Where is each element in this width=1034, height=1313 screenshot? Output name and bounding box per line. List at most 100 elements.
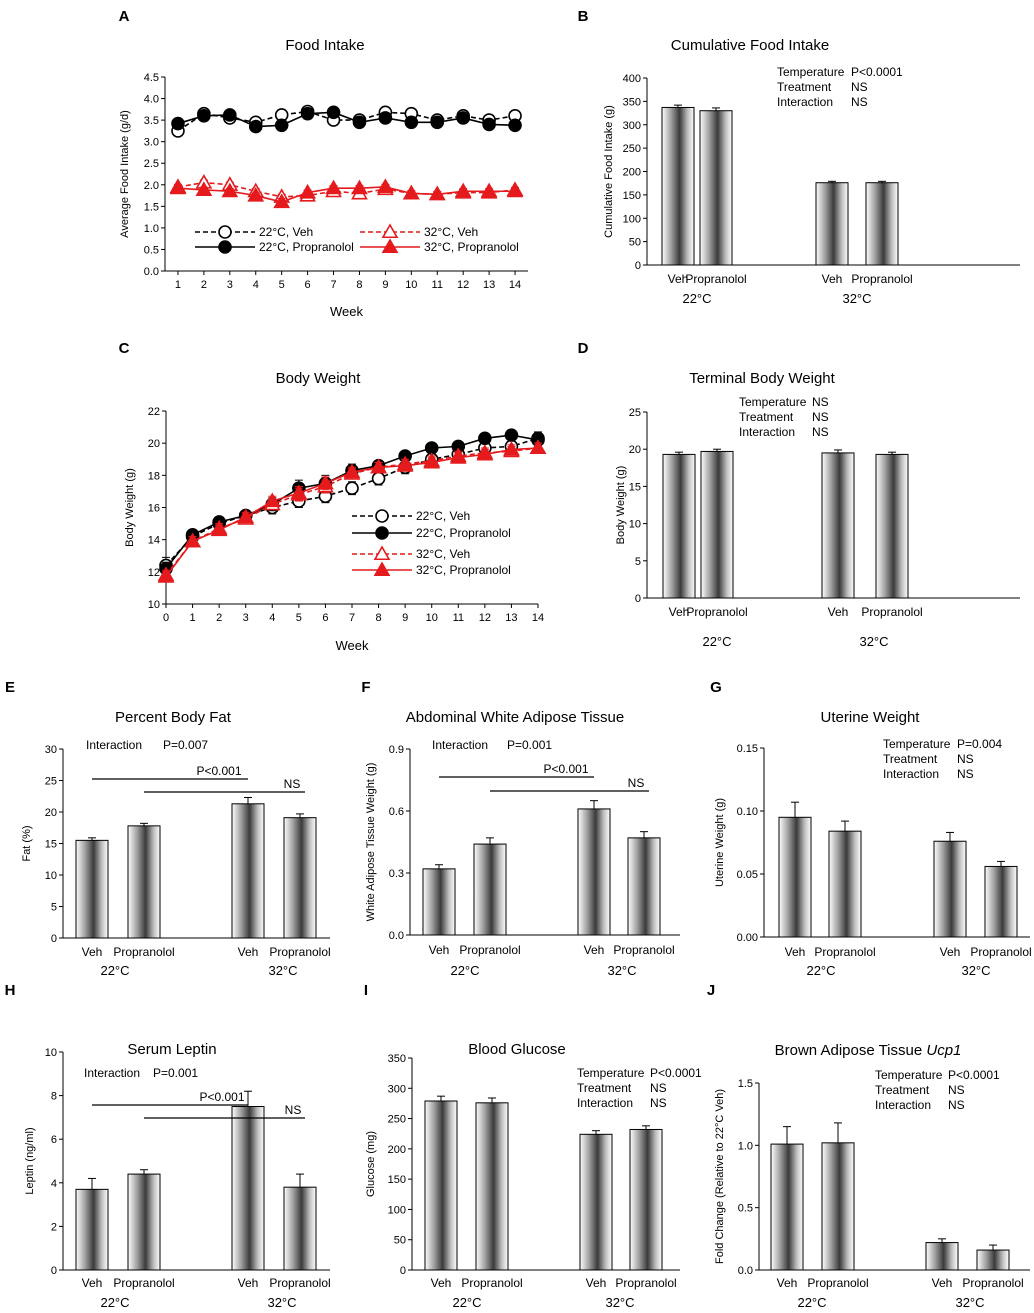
category-label: Propranolol	[269, 945, 330, 959]
x-tick-label: 5	[279, 279, 285, 291]
y-tick-label: 20	[45, 807, 57, 819]
legend-label: 22°C, Propranolol	[416, 526, 511, 540]
y-tick-label: 250	[623, 143, 641, 155]
data-point	[171, 116, 185, 131]
bar	[283, 1186, 317, 1271]
group-label: 22°C	[702, 634, 731, 649]
data-point	[290, 484, 308, 500]
bar	[770, 1143, 804, 1271]
x-tick-label: 1	[175, 279, 181, 291]
panel-title-text: Blood Glucose	[468, 1041, 566, 1058]
legend-marker	[373, 561, 391, 577]
x-tick-label: 11	[432, 279, 443, 291]
y-tick-label: 8	[51, 1091, 57, 1103]
stat-value: NS	[957, 752, 974, 766]
stat-value: P<0.0001	[851, 65, 903, 79]
data-point	[343, 463, 361, 479]
y-tick-label: 10	[629, 519, 641, 531]
category-label: Veh	[586, 1276, 607, 1290]
panel-title-text: Brown Adipose Tissue	[775, 1042, 923, 1059]
data-point	[184, 532, 201, 548]
data-point	[248, 119, 263, 134]
group-label: 22°C	[797, 1295, 826, 1310]
x-tick-label: 3	[243, 612, 249, 624]
bar	[75, 839, 109, 939]
data-point	[402, 184, 420, 200]
y-tick-label: 0	[51, 933, 57, 945]
legend: 22°C, Veh 32°C, Veh 22°C, Propranolol 32°C,…	[195, 223, 519, 254]
stat-value: NS	[948, 1083, 965, 1097]
y-tick-label: 200	[623, 167, 641, 179]
y-tick-label: 350	[388, 1053, 406, 1065]
panel-title: Cumulative Food Intake	[671, 37, 829, 54]
group-label: 32°C	[268, 963, 297, 978]
legend-label: 32°C, Propranolol	[424, 240, 519, 254]
y-tick-label: 50	[394, 1235, 406, 1247]
data-point	[370, 458, 387, 474]
category-label: Propranolol	[459, 943, 520, 957]
group-label: 32°C	[859, 634, 888, 649]
legend-label: 32°C, Veh	[416, 547, 470, 561]
stat-label: Interaction	[777, 95, 833, 109]
comparison-label: P<0.001	[196, 764, 241, 778]
stat-label: Interaction	[577, 1096, 633, 1110]
category-label: Propranolol	[113, 1276, 174, 1290]
stat-label: Temperature	[739, 395, 807, 409]
stat-label: Interaction	[883, 767, 939, 781]
y-tick-label: 10	[45, 870, 57, 882]
panel-letter: H	[5, 982, 16, 999]
y-tick-label: 250	[388, 1114, 406, 1126]
x-tick-label: 10	[426, 612, 438, 624]
y-tick-label: 2.5	[144, 158, 159, 170]
category-label: Veh	[82, 945, 103, 959]
category-label: Veh	[822, 272, 843, 286]
interaction-label: Interaction	[432, 738, 488, 752]
y-tick-label: 25	[629, 407, 641, 419]
x-tick-label: 2	[216, 612, 222, 624]
bar	[925, 1242, 959, 1271]
data-point	[300, 106, 315, 121]
panel-title-gene: Ucp1	[922, 1042, 961, 1059]
category-label: Veh	[584, 943, 605, 957]
data-point	[449, 449, 467, 464]
bar	[127, 1173, 161, 1271]
bar	[127, 825, 161, 939]
stat-label: Temperature	[875, 1068, 943, 1082]
group-label: 32°C	[961, 963, 990, 978]
y-tick-label: 2	[51, 1221, 57, 1233]
panel-letter: F	[361, 679, 370, 696]
bar	[424, 1100, 458, 1271]
y-tick-label: 300	[623, 120, 641, 132]
series-line	[165, 437, 539, 566]
group-label: 32°C	[955, 1295, 984, 1310]
data-point	[503, 440, 520, 456]
category-label: Propranolol	[269, 1276, 330, 1290]
data-point	[377, 178, 394, 193]
stat-value: NS	[957, 767, 974, 781]
stat-value: NS	[851, 80, 868, 94]
y-tick-label: 15	[45, 839, 57, 851]
data-point	[169, 179, 187, 195]
bar	[475, 1102, 509, 1271]
data-point	[428, 185, 446, 201]
data-point	[404, 115, 419, 130]
data-point	[210, 521, 228, 537]
y-tick-label: 22	[148, 406, 160, 418]
data-point	[476, 445, 494, 461]
bar	[627, 837, 661, 936]
panel-title-text: Terminal Body Weight	[689, 370, 835, 387]
panels-layer: A Food Intake 0.0 0.5 1.0 1.5 2.0 2.5 3.0 3.5 4.0 4…	[5, 8, 1032, 1310]
stat-value: NS	[650, 1096, 667, 1110]
stat-label: Temperature	[777, 65, 845, 79]
data-point	[424, 441, 439, 455]
y-axis-label: Average Food Intake (g/d)	[119, 110, 131, 238]
data-point	[274, 118, 289, 133]
y-tick-label: 0.5	[738, 1203, 753, 1215]
bar	[473, 843, 507, 936]
stat-label: Treatment	[577, 1081, 632, 1095]
y-tick-label: 30	[45, 744, 57, 756]
x-tick-label: 10	[405, 279, 417, 291]
data-point	[480, 182, 498, 198]
x-tick-label: 3	[227, 279, 233, 291]
